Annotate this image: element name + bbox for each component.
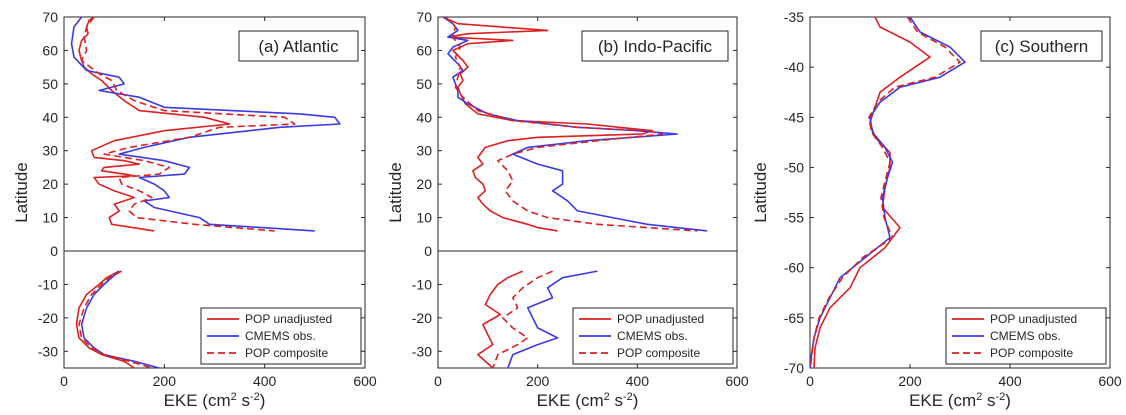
legend-label: POP composite <box>617 346 700 360</box>
series-line-pop-composite <box>78 270 153 368</box>
y-tick-label: 10 <box>416 210 432 226</box>
y-tick-label: 20 <box>416 176 432 192</box>
panel-title-box <box>238 30 359 62</box>
y-tick-label: -45 <box>784 109 804 125</box>
y-tick-label: 30 <box>416 143 432 159</box>
series-line-pop-composite <box>80 17 296 232</box>
y-tick-label: 0 <box>424 243 432 259</box>
panel-title: (b) Indo-Pacific <box>598 37 713 56</box>
y-tick-label: 0 <box>50 243 58 259</box>
y-axis-label: Latitude <box>12 162 31 223</box>
legend-label: POP composite <box>245 346 328 360</box>
y-axis-label: Latitude <box>751 162 770 223</box>
series-line-pop-unadjusted <box>477 270 524 368</box>
x-tick-label: 0 <box>806 373 814 389</box>
panel-2: 0 200 400 600 -30 -20 -10 0 10 20 30 40 50 60 70 EKE (c… <box>386 9 749 410</box>
x-tick-label: 400 <box>998 373 1022 389</box>
y-tick-label: -30 <box>38 343 58 359</box>
y-tick-label: -65 <box>784 310 804 326</box>
series-line-pop-composite <box>492 270 553 368</box>
legend <box>572 307 734 365</box>
y-tick-label: 70 <box>42 9 58 25</box>
panel-title: (c) Southern <box>995 37 1089 56</box>
x-axis-label: EKE (cm2 s-2) <box>164 391 266 410</box>
x-tick-label: 400 <box>253 373 277 389</box>
x-tick-label: 200 <box>898 373 922 389</box>
y-tick-label: -35 <box>784 9 804 25</box>
y-tick-label: -40 <box>784 59 804 75</box>
x-axis-label: EKE (cm2 s-2) <box>909 391 1011 410</box>
legend-label: CMEMS obs. <box>245 329 316 343</box>
x-tick-label: 400 <box>626 373 650 389</box>
y-tick-label: 50 <box>416 76 432 92</box>
legend-label: CMEMS obs. <box>990 329 1061 343</box>
y-tick-label: -20 <box>412 310 432 326</box>
panel-1: 0 200 400 600 -30 -20 -10 0 10 20 30 40 50 60 70 EKE (c… <box>12 9 377 410</box>
y-tick-label: -10 <box>38 276 58 292</box>
y-tick-label: -55 <box>784 210 804 226</box>
series-line-cmems-obs <box>80 270 160 368</box>
panel-title: (a) Atlantic <box>258 37 339 56</box>
y-tick-label: -10 <box>412 276 432 292</box>
axes-frame <box>809 16 1111 369</box>
panel-title-box <box>980 30 1103 62</box>
y-tick-label: 70 <box>416 9 432 25</box>
y-tick-label: 40 <box>416 109 432 125</box>
series-line-pop-unadjusted <box>78 17 231 232</box>
legend-label: POP composite <box>990 346 1073 360</box>
panel-3: 0 200 400 600 -70 -65 -60 -55 -50 -45 -40 -35 EKE (c… <box>751 9 1122 410</box>
series-line-pop-composite <box>810 17 961 368</box>
y-tick-label: 40 <box>42 109 58 125</box>
series-line-cmems-obs <box>810 17 966 368</box>
x-tick-label: 600 <box>725 373 749 389</box>
y-tick-label: 30 <box>42 143 58 159</box>
panel-title-box <box>581 30 729 62</box>
y-tick-label: -70 <box>784 360 804 376</box>
legend-label: CMEMS obs. <box>617 329 688 343</box>
series-line-pop-unadjusted <box>75 270 135 368</box>
y-tick-label: 60 <box>416 42 432 58</box>
axes-frame <box>437 16 738 369</box>
series-line-cmems-obs <box>507 270 598 368</box>
legend-label: POP unadjusted <box>245 312 332 326</box>
y-tick-label: -30 <box>412 343 432 359</box>
series-line-pop-composite <box>444 17 698 232</box>
series-line-pop-unadjusted <box>813 17 931 368</box>
x-tick-label: 600 <box>353 373 377 389</box>
y-tick-label: -50 <box>784 159 804 175</box>
axes-frame <box>63 16 366 369</box>
x-tick-label: 0 <box>60 373 68 389</box>
series-line-cmems-obs <box>442 17 708 232</box>
y-tick-label: 60 <box>42 42 58 58</box>
y-tick-label: -60 <box>784 260 804 276</box>
legend-label: POP unadjusted <box>990 312 1077 326</box>
x-axis-label: EKE (cm2 s-2) <box>537 391 639 410</box>
x-tick-label: 200 <box>153 373 177 389</box>
y-tick-label: 10 <box>42 210 58 226</box>
legend-label: POP unadjusted <box>617 312 704 326</box>
y-tick-label: -20 <box>38 310 58 326</box>
y-tick-label: 50 <box>42 76 58 92</box>
x-tick-label: 200 <box>526 373 550 389</box>
y-tick-label: 20 <box>42 176 58 192</box>
series-line-pop-unadjusted <box>442 17 654 232</box>
x-tick-label: 600 <box>1098 373 1122 389</box>
x-tick-label: 0 <box>434 373 442 389</box>
y-axis-label: Latitude <box>386 162 405 223</box>
